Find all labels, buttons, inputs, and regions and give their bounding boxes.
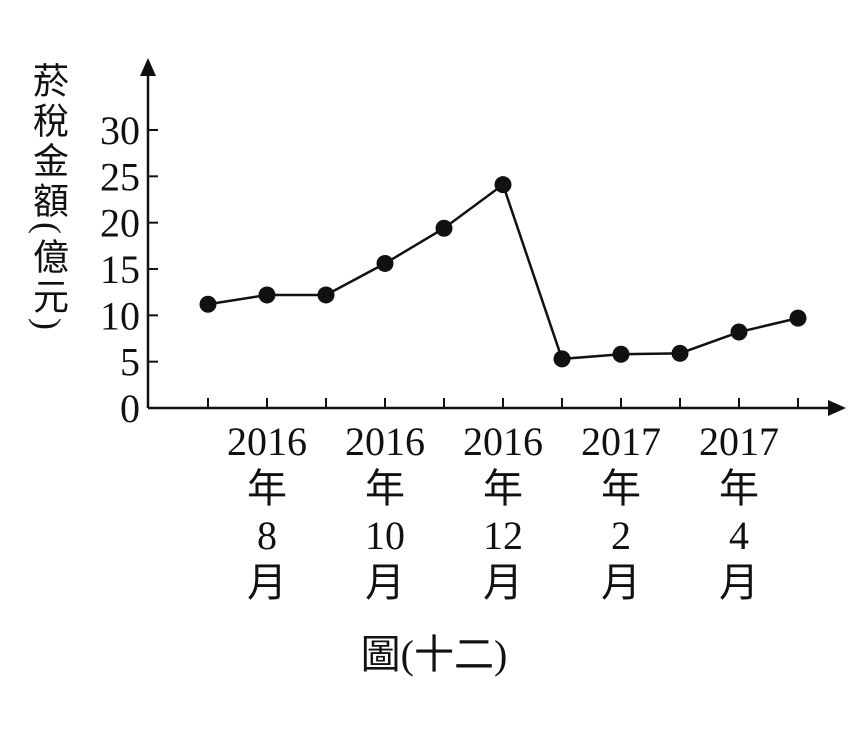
point <box>789 309 807 327</box>
point <box>553 350 571 368</box>
point <box>435 219 453 237</box>
x-tick-label: 2016 年 12 月 <box>463 419 543 605</box>
point <box>317 286 335 304</box>
point <box>258 286 276 304</box>
x-tick-label: 2016 年 8 月 <box>227 419 307 605</box>
y-axis-title: 菸稅金額(億元) <box>28 62 68 334</box>
x-tick-label: 2017 年 2 月 <box>581 419 661 605</box>
y-tick-label: 5 <box>120 340 140 385</box>
y-arrow <box>140 58 156 76</box>
y-tick-label: 20 <box>100 201 140 246</box>
point <box>199 295 217 313</box>
point <box>730 323 748 341</box>
caption: 圖(十二) <box>361 632 508 677</box>
x-tick-label: 2017 年 4 月 <box>699 419 779 605</box>
point <box>376 254 394 272</box>
line <box>207 182 799 361</box>
x-arrow <box>828 400 846 416</box>
y-tick-label: 30 <box>100 108 140 153</box>
point <box>612 345 630 363</box>
x-tick-label: 2016 年 10 月 <box>345 419 425 605</box>
y-tick-label: 0 <box>120 386 140 431</box>
y-tick-label: 10 <box>100 293 140 338</box>
y-tick-label: 15 <box>100 247 140 292</box>
point <box>671 344 689 362</box>
y-tick-label: 25 <box>100 154 140 199</box>
point <box>494 176 512 194</box>
